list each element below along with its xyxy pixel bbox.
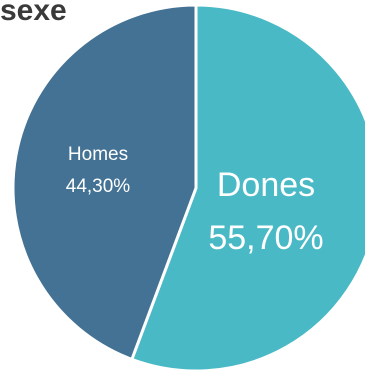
pie-slice-dones [130,3,365,371]
labels-layer: Dones 55,70% Homes 44,30% [66,144,324,257]
slice-value-dones: 55,70% [208,219,323,257]
chart-title: sexe [0,0,67,27]
pie-slice-homes [11,3,198,361]
slice-label-homes: Homes [68,144,128,165]
slice-label-dones: Dones [217,166,315,204]
slices-layer [11,3,365,371]
slice-value-homes: 44,30% [66,176,131,197]
